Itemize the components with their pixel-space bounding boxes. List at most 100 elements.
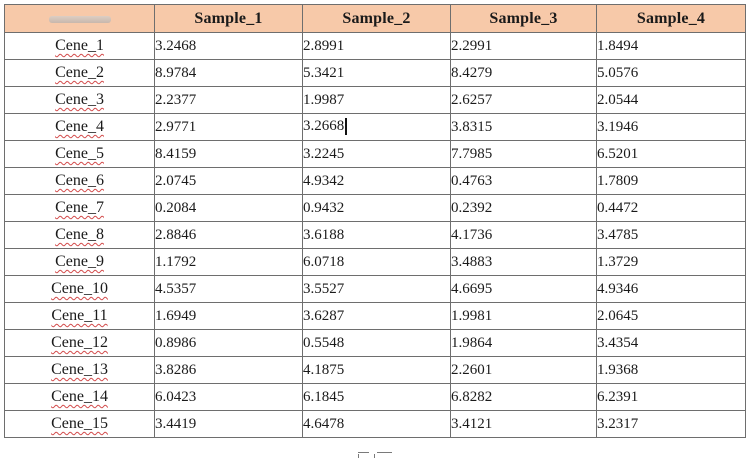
value-cell[interactable]: 3.2245 [302,140,451,168]
value-cell[interactable]: 6.0718 [302,248,451,276]
value-cell[interactable]: 0.2084 [154,194,303,222]
cell-value: 4.6478 [303,415,345,432]
value-cell[interactable]: 3.8286 [154,356,303,384]
row-label-cell[interactable]: Cene_12 [4,329,155,357]
value-cell[interactable]: 3.4419 [154,410,303,438]
value-cell[interactable]: 0.2392 [450,194,597,222]
cell-value: 1.6949 [155,307,197,324]
value-cell[interactable]: 3.2317 [596,410,746,438]
row-label-cell[interactable]: Cene_11 [4,302,155,330]
value-cell[interactable]: 2.9771 [154,113,303,141]
value-cell[interactable]: 2.2377 [154,86,303,114]
cell-value: 4.9342 [303,172,345,189]
value-cell[interactable]: 0.5548 [302,329,451,357]
value-cell[interactable]: 1.9368 [596,356,746,384]
value-cell[interactable]: 6.8282 [450,383,597,411]
row-label-cell[interactable]: Cene_1 [4,32,155,60]
value-cell[interactable]: 1.6949 [154,302,303,330]
row-label-cell[interactable]: Cene_14 [4,383,155,411]
column-header: Sample_3 [450,4,597,33]
row-label: Cene_8 [55,226,104,243]
cell-value: 7.7985 [451,145,493,162]
table-row: Cene_14 6.0423 6.1845 6.8282 6.2391 [4,383,746,411]
value-cell[interactable]: 3.4121 [450,410,597,438]
row-label-cell[interactable]: Cene_7 [4,194,155,222]
value-cell[interactable]: 1.9864 [450,329,597,357]
value-cell[interactable]: 3.2668 [302,113,451,141]
cell-value: 1.9987 [303,91,345,108]
value-cell[interactable]: 3.8315 [450,113,597,141]
value-cell[interactable]: 1.1792 [154,248,303,276]
cell-value: 3.2245 [303,145,345,162]
value-cell[interactable]: 6.2391 [596,383,746,411]
cell-value: 3.2468 [155,37,197,54]
cell-value: 6.2391 [597,388,639,405]
value-cell[interactable]: 3.5527 [302,275,451,303]
value-cell[interactable]: 1.9981 [450,302,597,330]
value-cell[interactable]: 6.0423 [154,383,303,411]
value-cell[interactable]: 2.0745 [154,167,303,195]
row-label-cell[interactable]: Cene_2 [4,59,155,87]
value-cell[interactable]: 4.9342 [302,167,451,195]
value-cell[interactable]: 3.4883 [450,248,597,276]
value-cell[interactable]: 3.4785 [596,221,746,249]
value-cell[interactable]: 5.0576 [596,59,746,87]
row-label-cell[interactable]: Cene_3 [4,86,155,114]
row-label: Cene_14 [51,388,108,405]
value-cell[interactable]: 2.0645 [596,302,746,330]
value-cell[interactable]: 8.4279 [450,59,597,87]
value-cell[interactable]: 0.4472 [596,194,746,222]
row-label-cell[interactable]: Cene_6 [4,167,155,195]
cell-value: 0.5548 [303,334,345,351]
row-label-cell[interactable]: Cene_15 [4,410,155,438]
cell-value: 1.9368 [597,361,639,378]
value-cell[interactable]: 4.9346 [596,275,746,303]
value-cell[interactable]: 3.4354 [596,329,746,357]
cell-value: 3.2668 [303,118,345,135]
value-cell[interactable]: 1.3729 [596,248,746,276]
value-cell[interactable]: 2.6257 [450,86,597,114]
row-label-cell[interactable]: Cene_8 [4,221,155,249]
cell-value: 2.0745 [155,172,197,189]
value-cell[interactable]: 0.8986 [154,329,303,357]
value-cell[interactable]: 3.6188 [302,221,451,249]
value-cell[interactable]: 3.1946 [596,113,746,141]
value-cell[interactable]: 2.8991 [302,32,451,60]
value-cell[interactable]: 2.2991 [450,32,597,60]
value-cell[interactable]: 1.8494 [596,32,746,60]
document-page: Sample_1 Sample_2 Sample_3 Sample_4 Cene_1 3… [4,4,746,438]
table-row: Cene_2 8.9784 5.3421 8.4279 5.0576 [4,59,746,87]
value-cell[interactable]: 2.8846 [154,221,303,249]
cell-value: 8.4279 [451,64,493,81]
value-cell[interactable]: 4.6695 [450,275,597,303]
value-cell[interactable]: 3.2468 [154,32,303,60]
row-label-cell[interactable]: Cene_10 [4,275,155,303]
row-label-cell[interactable]: Cene_13 [4,356,155,384]
cell-value: 1.3729 [597,253,639,270]
value-cell[interactable]: 4.5357 [154,275,303,303]
column-header: Sample_4 [596,4,746,33]
row-label: Cene_12 [51,334,108,351]
value-cell[interactable]: 0.4763 [450,167,597,195]
value-cell[interactable]: 8.4159 [154,140,303,168]
value-cell[interactable]: 0.9432 [302,194,451,222]
row-label-cell[interactable]: Cene_9 [4,248,155,276]
value-cell[interactable]: 7.7985 [450,140,597,168]
row-label: Cene_1 [55,37,104,54]
value-cell[interactable]: 6.1845 [302,383,451,411]
value-cell[interactable]: 6.5201 [596,140,746,168]
value-cell[interactable]: 8.9784 [154,59,303,87]
value-cell[interactable]: 3.6287 [302,302,451,330]
row-label-cell[interactable]: Cene_4 [4,113,155,141]
value-cell[interactable]: 1.7809 [596,167,746,195]
value-cell[interactable]: 5.3421 [302,59,451,87]
value-cell[interactable]: 4.1875 [302,356,451,384]
value-cell[interactable]: 4.1736 [450,221,597,249]
value-cell[interactable]: 2.2601 [450,356,597,384]
value-cell[interactable]: 1.9987 [302,86,451,114]
cell-value: 1.1792 [155,253,197,270]
row-label-cell[interactable]: Cene_5 [4,140,155,168]
value-cell[interactable]: 2.0544 [596,86,746,114]
cell-value: 2.0645 [597,307,639,324]
value-cell[interactable]: 4.6478 [302,410,451,438]
